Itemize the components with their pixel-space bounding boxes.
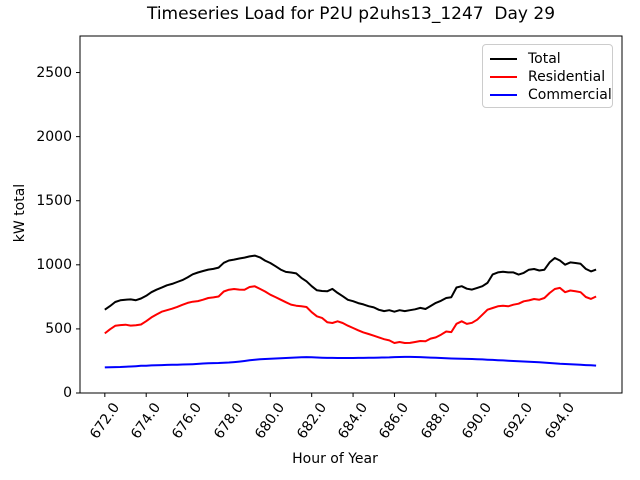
series-line-commercial <box>104 355 597 369</box>
axes-spines <box>79 35 623 394</box>
y-tick-label: 0 <box>63 385 72 401</box>
legend-label-commercial: Commercial <box>528 87 612 103</box>
legend-label-total: Total <box>528 51 561 67</box>
y-tick-label: 500 <box>45 320 72 337</box>
commercial-line-swatch <box>490 94 517 96</box>
y-tick-label: 2000 <box>36 128 72 145</box>
y-tick-label: 1500 <box>36 192 72 209</box>
series-line-total <box>104 254 597 313</box>
legend-item-commercial: Commercial <box>490 86 612 104</box>
residential-line-swatch <box>490 76 517 78</box>
legend-item-total: Total <box>490 50 612 68</box>
y-tick-label: 2500 <box>36 64 72 81</box>
legend: Total Residential Commercial <box>482 44 613 108</box>
legend-item-residential: Residential <box>490 68 612 86</box>
legend-label-residential: Residential <box>528 69 606 85</box>
x-axis-label: Hour of Year <box>292 451 378 467</box>
series-line-residential <box>104 285 597 344</box>
chart-title: Timeseries Load for P2U p2uhs13_1247 Day… <box>146 4 556 24</box>
total-line-swatch <box>490 58 517 60</box>
y-tick-label: 1000 <box>36 256 72 273</box>
